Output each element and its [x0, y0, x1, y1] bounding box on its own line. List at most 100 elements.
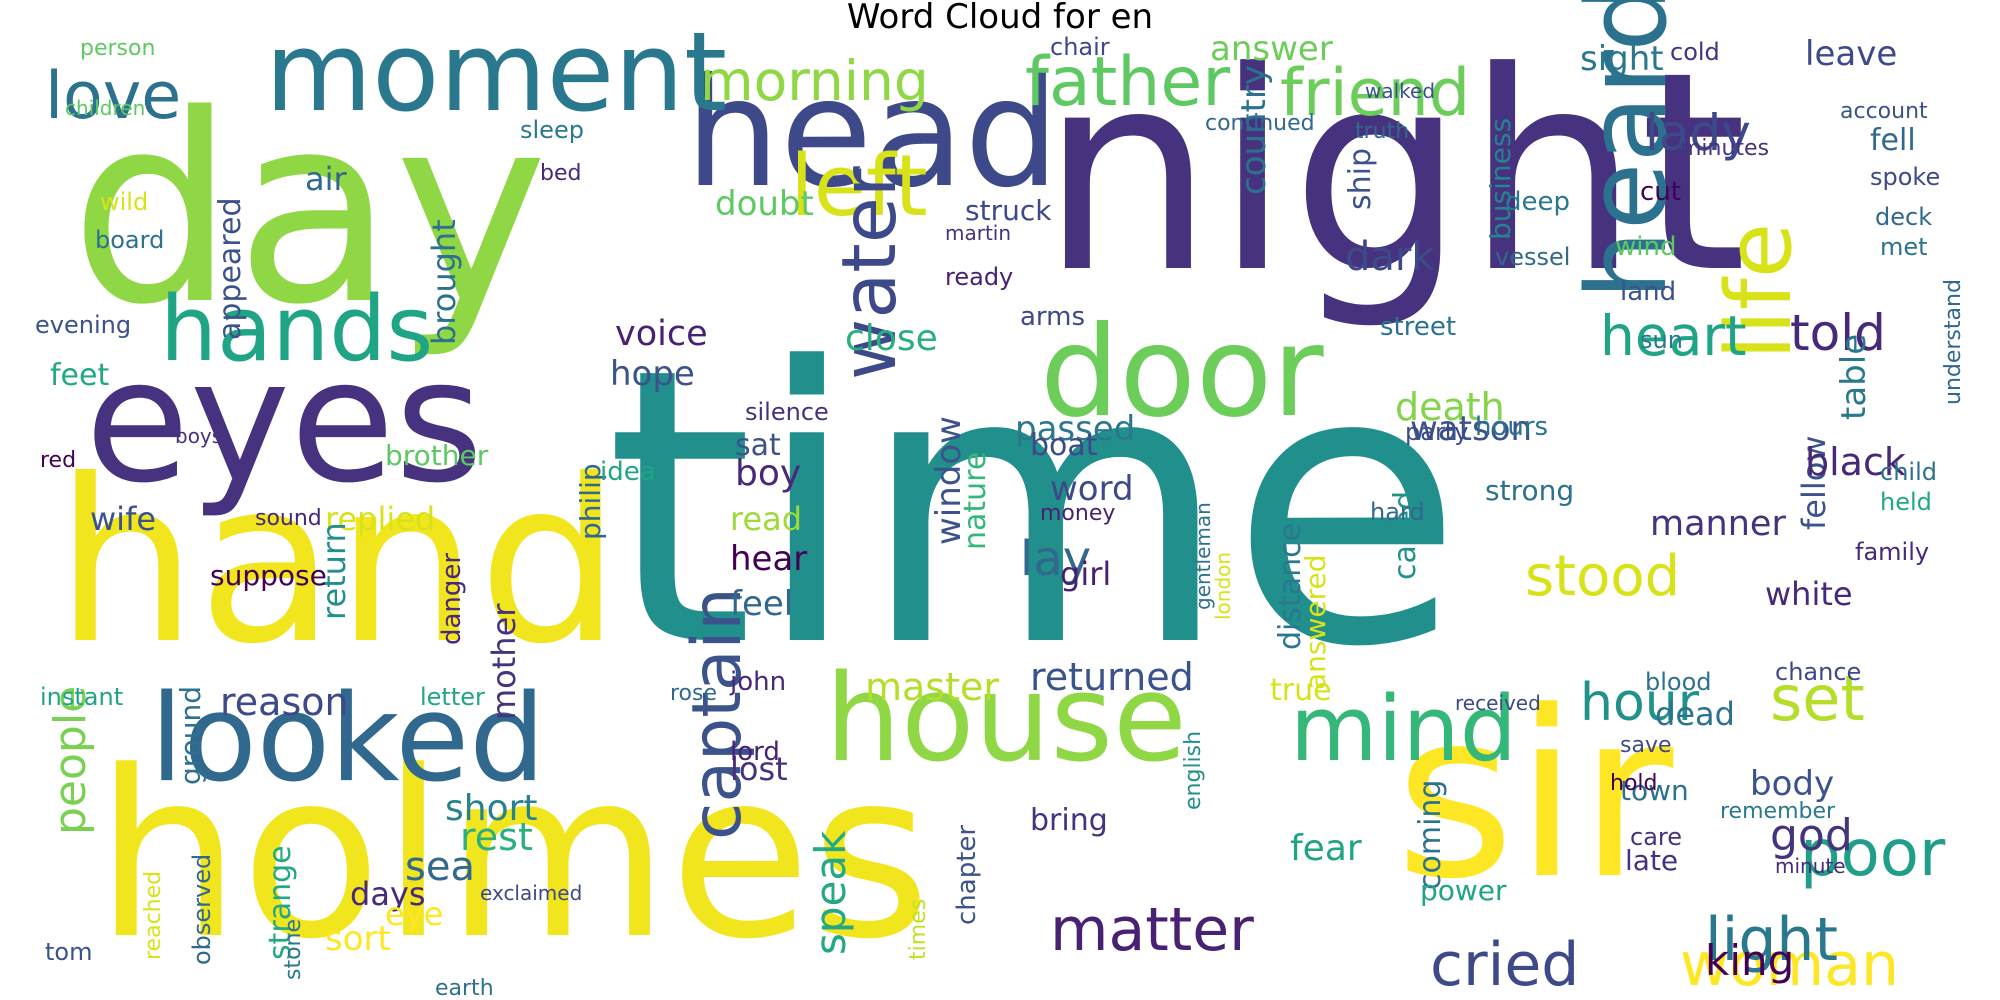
word-passed: passed: [1015, 409, 1135, 449]
word-life: life: [1707, 223, 1812, 360]
word-stone: stone: [281, 919, 306, 980]
word-water: water: [825, 166, 913, 380]
word-strange: strange: [263, 845, 298, 960]
word-sun: sun: [1640, 326, 1683, 354]
word-table: table: [1834, 334, 1874, 420]
word-boys: boys: [175, 424, 222, 448]
word-deep: deep: [1505, 187, 1570, 217]
word-doubt: doubt: [715, 184, 814, 224]
word-child: child: [1880, 458, 1937, 486]
word-bring: bring: [1030, 803, 1108, 838]
word-lady: lady: [1645, 104, 1751, 162]
word-held: held: [1880, 488, 1932, 516]
word-earth: earth: [435, 976, 494, 1000]
word-return: return: [315, 522, 353, 620]
word-london: london: [1211, 552, 1235, 620]
word-letter: letter: [420, 683, 485, 711]
word-person: person: [80, 36, 155, 61]
word-boat: boat: [1030, 428, 1098, 463]
word-town: town: [1620, 774, 1689, 807]
word-hand: hand: [55, 432, 621, 694]
word-nature: nature: [958, 452, 993, 550]
word-coming: coming: [1413, 780, 1448, 890]
word-sea: sea: [405, 844, 475, 890]
word-hours: hours: [1475, 412, 1548, 442]
word-ground: ground: [174, 686, 207, 785]
word-idea: idea: [600, 457, 656, 487]
word-ready: ready: [945, 263, 1013, 291]
word-reached: reached: [141, 871, 166, 960]
word-leave: leave: [1805, 34, 1897, 74]
word-fear: fear: [1290, 828, 1362, 869]
word-looked: looked: [150, 670, 545, 809]
word-fellow: fellow: [1795, 436, 1833, 530]
word-morning: morning: [700, 49, 929, 113]
word-wife: wife: [90, 500, 156, 538]
word-silence: silence: [745, 398, 829, 426]
word-poor: poor: [1800, 817, 1946, 891]
word-cut: cut: [1640, 177, 1681, 207]
word-children: children: [65, 96, 145, 120]
word-holmes: holmes: [95, 723, 931, 990]
word-wind: wind: [1615, 232, 1676, 262]
word-family: family: [1855, 538, 1929, 566]
word-strong: strong: [1485, 474, 1574, 507]
word-money: money: [1040, 501, 1115, 526]
word-understand: understand: [1941, 279, 1966, 405]
word-answered: answered: [1299, 554, 1332, 690]
word-read: read: [730, 500, 802, 538]
word-close: close: [845, 318, 938, 359]
word-watson: watson: [1410, 409, 1532, 449]
word-country: country: [1234, 65, 1274, 195]
word-mother: mother: [485, 603, 523, 720]
word-people: people: [45, 686, 96, 835]
word-house: house: [825, 650, 1187, 789]
word-suppose: suppose: [210, 559, 327, 592]
word-head: head: [685, 47, 1060, 221]
word-friend: friend: [1280, 56, 1470, 131]
word-heart: heart: [1600, 304, 1747, 368]
word-struck: struck: [965, 194, 1052, 227]
word-sleep: sleep: [520, 116, 584, 144]
word-boy: boy: [735, 453, 801, 494]
word-fell: fell: [1870, 123, 1916, 158]
word-true: true: [1270, 673, 1332, 708]
word-gentleman: gentleman: [1191, 502, 1215, 610]
word-father: father: [1025, 43, 1230, 122]
word-death: death: [1395, 385, 1505, 429]
word-rose: rose: [670, 681, 717, 706]
word-manner: manner: [1650, 504, 1786, 544]
word-lay: lay: [1020, 531, 1091, 587]
word-rest: rest: [460, 815, 533, 859]
word-party: party: [1405, 418, 1468, 446]
word-hour: hour: [1580, 673, 1700, 733]
word-feel: feel: [730, 584, 793, 624]
word-tom: tom: [45, 938, 92, 966]
word-girl: girl: [1060, 555, 1111, 593]
word-instant: instant: [40, 683, 123, 711]
word-moment: moment: [265, 8, 727, 136]
word-martin: martin: [945, 221, 1011, 245]
word-door: door: [1040, 300, 1324, 445]
word-truth: truth: [1355, 119, 1409, 144]
word-english: english: [1181, 731, 1206, 810]
word-red: red: [40, 448, 76, 473]
word-ship: ship: [1343, 148, 1378, 210]
word-feet: feet: [50, 358, 109, 393]
word-chapter: chapter: [952, 825, 982, 925]
word-speak: speak: [806, 830, 855, 955]
word-hands: hands: [160, 277, 433, 382]
word-received: received: [1455, 691, 1541, 715]
word-woman: woman: [1680, 930, 1899, 1000]
word-hear: hear: [730, 539, 807, 579]
word-wild: wild: [100, 188, 148, 216]
word-minute: minute: [1775, 854, 1846, 878]
word-light: light: [1705, 905, 1838, 975]
word-body: body: [1750, 764, 1834, 804]
word-deck: deck: [1875, 203, 1932, 231]
word-account: account: [1840, 99, 1928, 124]
word-dark: dark: [1345, 234, 1435, 280]
word-appeared: appeared: [213, 198, 248, 341]
word-times: times: [906, 899, 931, 960]
word-lost: lost: [730, 750, 788, 788]
